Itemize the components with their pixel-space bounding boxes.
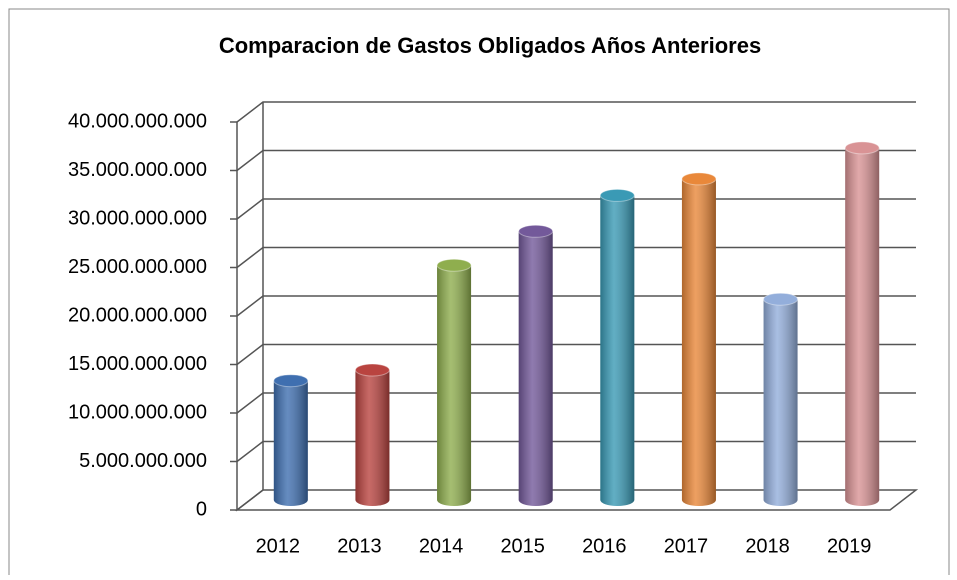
bar-shade: [681, 178, 716, 506]
bar-top: [273, 374, 309, 388]
x-tick-label: 2019: [827, 535, 872, 557]
y-tick-label: 10.000.000.000: [68, 401, 207, 423]
bar-shade: [355, 370, 390, 506]
bar-shade: [600, 195, 635, 507]
x-tick-label: 2018: [745, 535, 790, 557]
y-tick-label: 40.000.000.000: [68, 110, 207, 132]
x-tick-label: 2015: [500, 535, 545, 557]
grid-line: [234, 489, 919, 511]
y-tick-label: 20.000.000.000: [68, 304, 207, 326]
bar-shade: [437, 265, 472, 506]
bar-top: [354, 363, 390, 377]
grid-line: [236, 440, 916, 463]
x-tick-label: 2014: [419, 535, 464, 557]
x-tick-label: 2013: [337, 535, 382, 557]
x-tick-label: 2012: [256, 535, 301, 557]
y-tick-label: 5.000.000.000: [79, 450, 207, 472]
bar-top: [763, 292, 799, 306]
grid-line: [236, 198, 916, 220]
bar-top: [436, 258, 472, 272]
bar-shade: [273, 380, 308, 506]
x-tick-label: 2016: [582, 535, 627, 557]
bar-top: [518, 224, 554, 238]
bar-shade: [518, 231, 553, 506]
chart-border: [8, 8, 950, 580]
bar-top: [599, 188, 635, 202]
grid-line: [236, 392, 916, 414]
grid-line: [236, 149, 916, 172]
x-tick-label: 2017: [664, 535, 709, 557]
y-tick-label: 15.000.000.000: [68, 353, 207, 375]
y-tick-label: 0: [196, 498, 207, 520]
bar-shade: [763, 299, 798, 506]
bar-shade: [845, 147, 880, 506]
y-tick-label: 25.000.000.000: [68, 256, 207, 278]
grid-line: [236, 246, 916, 269]
bar-top: [844, 141, 880, 155]
grid-line: [236, 101, 916, 123]
grid-line: [236, 343, 916, 366]
bar-top: [681, 172, 717, 186]
y-tick-label: 35.000.000.000: [68, 159, 207, 181]
y-tick-label: 30.000.000.000: [68, 207, 207, 229]
grid-line: [236, 295, 916, 317]
chart-title: Comparacion de Gastos Obligados Años Ant…: [219, 33, 761, 58]
